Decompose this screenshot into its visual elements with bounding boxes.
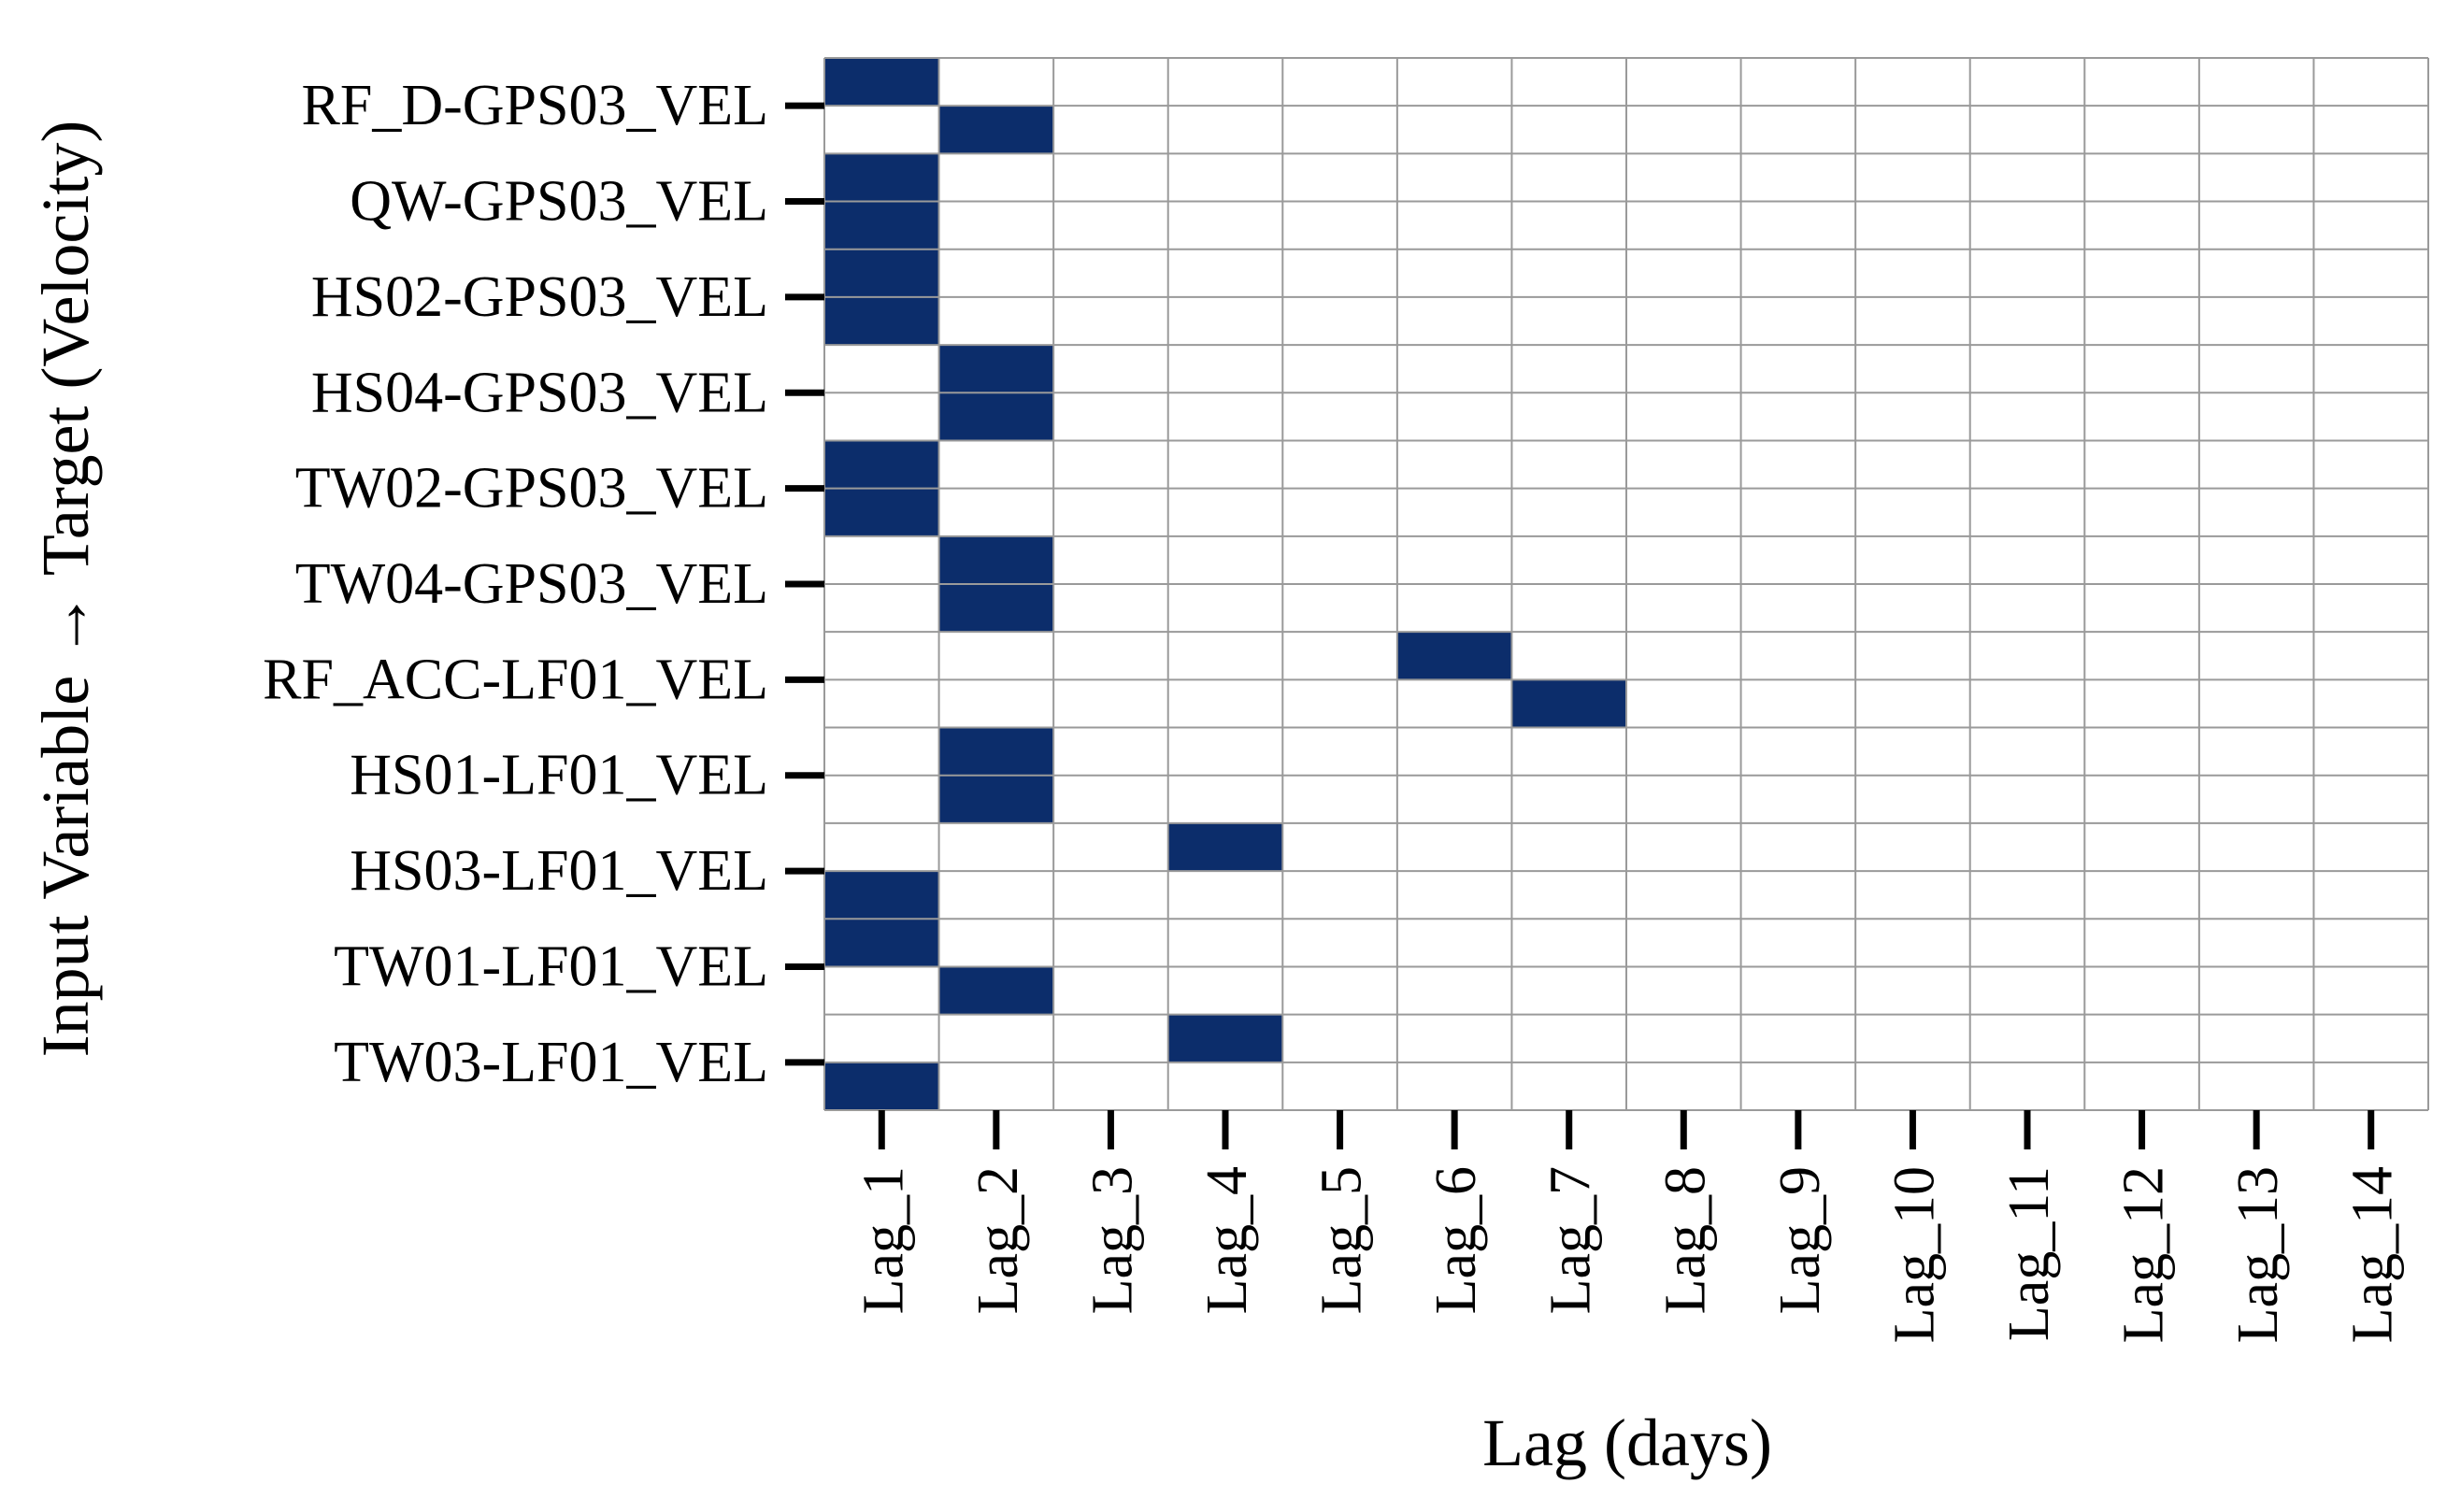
heatmap-cell-selected: [824, 58, 939, 107]
heatmap-grid: [823, 57, 2429, 1111]
x-tick-label: Lag_7: [1539, 1166, 1603, 1314]
heatmap-cell-selected: [824, 871, 939, 920]
x-tick-label: Lag_12: [2112, 1166, 2176, 1343]
x-tick-label: Lag_9: [1768, 1166, 1832, 1314]
heatmap-cell-selected: [824, 249, 939, 297]
y-tick-label: HS02-GPS03_VEL: [311, 265, 768, 329]
heatmap-cell-selected: [938, 106, 1054, 154]
heatmap-cell-selected: [824, 919, 939, 967]
y-tick-label: TW01-LF01_VEL: [334, 934, 768, 998]
heatmap-cell-selected: [824, 153, 939, 202]
y-axis-title: Input Variable → Target (Velocity): [28, 121, 103, 1058]
y-tick-label: RF_D-GPS03_VEL: [301, 74, 768, 137]
x-tick-label: Lag_13: [2226, 1166, 2290, 1343]
x-tick-label: Lag_8: [1653, 1166, 1717, 1314]
y-tick-label: HS04-GPS03_VEL: [311, 361, 768, 424]
heatmap-cell-selected: [938, 775, 1054, 823]
heatmap-cell-selected: [824, 488, 939, 536]
x-tick-label: Lag_10: [1882, 1166, 1946, 1343]
heatmap-cell-selected: [1167, 822, 1283, 872]
y-tick-marks: [785, 102, 824, 1066]
x-tick-label: Lag_1: [851, 1166, 915, 1314]
heatmap-cell-selected: [938, 966, 1054, 1015]
x-tick-label: Lag_11: [1997, 1166, 2061, 1341]
y-tick-label: TW03-LF01_VEL: [334, 1031, 768, 1094]
x-tick-label: Lag_4: [1195, 1166, 1259, 1314]
x-tick-label: Lag_14: [2341, 1166, 2405, 1343]
y-tick-label: QW-GPS03_VEL: [350, 170, 768, 234]
heatmap-cell-selected: [1511, 679, 1626, 728]
heatmap-cell-selected: [938, 535, 1054, 584]
heatmap-cell-selected: [938, 392, 1054, 441]
y-tick-label: HS01-LF01_VEL: [350, 744, 768, 807]
x-tick-label: Lag_3: [1080, 1166, 1144, 1314]
heatmap-cell-selected: [824, 1062, 939, 1110]
y-tick-label: TW02-GPS03_VEL: [295, 457, 768, 521]
x-tick-labels: Lag_1 Lag_2 Lag_3 Lag_4 Lag_5 Lag_6 Lag_7 Lag_8…: [851, 1166, 2404, 1343]
heatmap-cell-selected: [824, 201, 939, 250]
y-tick-label: HS03-LF01_VEL: [350, 839, 768, 903]
y-tick-label: RF_ACC-LF01_VEL: [263, 648, 768, 711]
heatmap-cell-selected: [938, 345, 1054, 393]
heatmap-cell-selected: [824, 296, 939, 346]
heatmap-cell-selected: [938, 584, 1054, 633]
heatmap-cell-selected: [1396, 632, 1512, 680]
y-tick-labels: RF_D-GPS03_VEL QW-GPS03_VEL HS02-GPS03_VEL…: [263, 74, 768, 1094]
x-tick-label: Lag_6: [1424, 1166, 1488, 1314]
heatmap-cell-selected: [1167, 1014, 1283, 1063]
heatmap-cell-selected: [938, 727, 1054, 776]
heatmap-cell-selected: [824, 440, 939, 489]
y-tick-label: TW04-GPS03_VEL: [295, 552, 768, 616]
x-tick-marks: [878, 1110, 2375, 1149]
x-axis-title: Lag (days): [1482, 1405, 1772, 1480]
x-tick-label: Lag_2: [966, 1166, 1030, 1314]
x-tick-label: Lag_5: [1310, 1166, 1374, 1314]
